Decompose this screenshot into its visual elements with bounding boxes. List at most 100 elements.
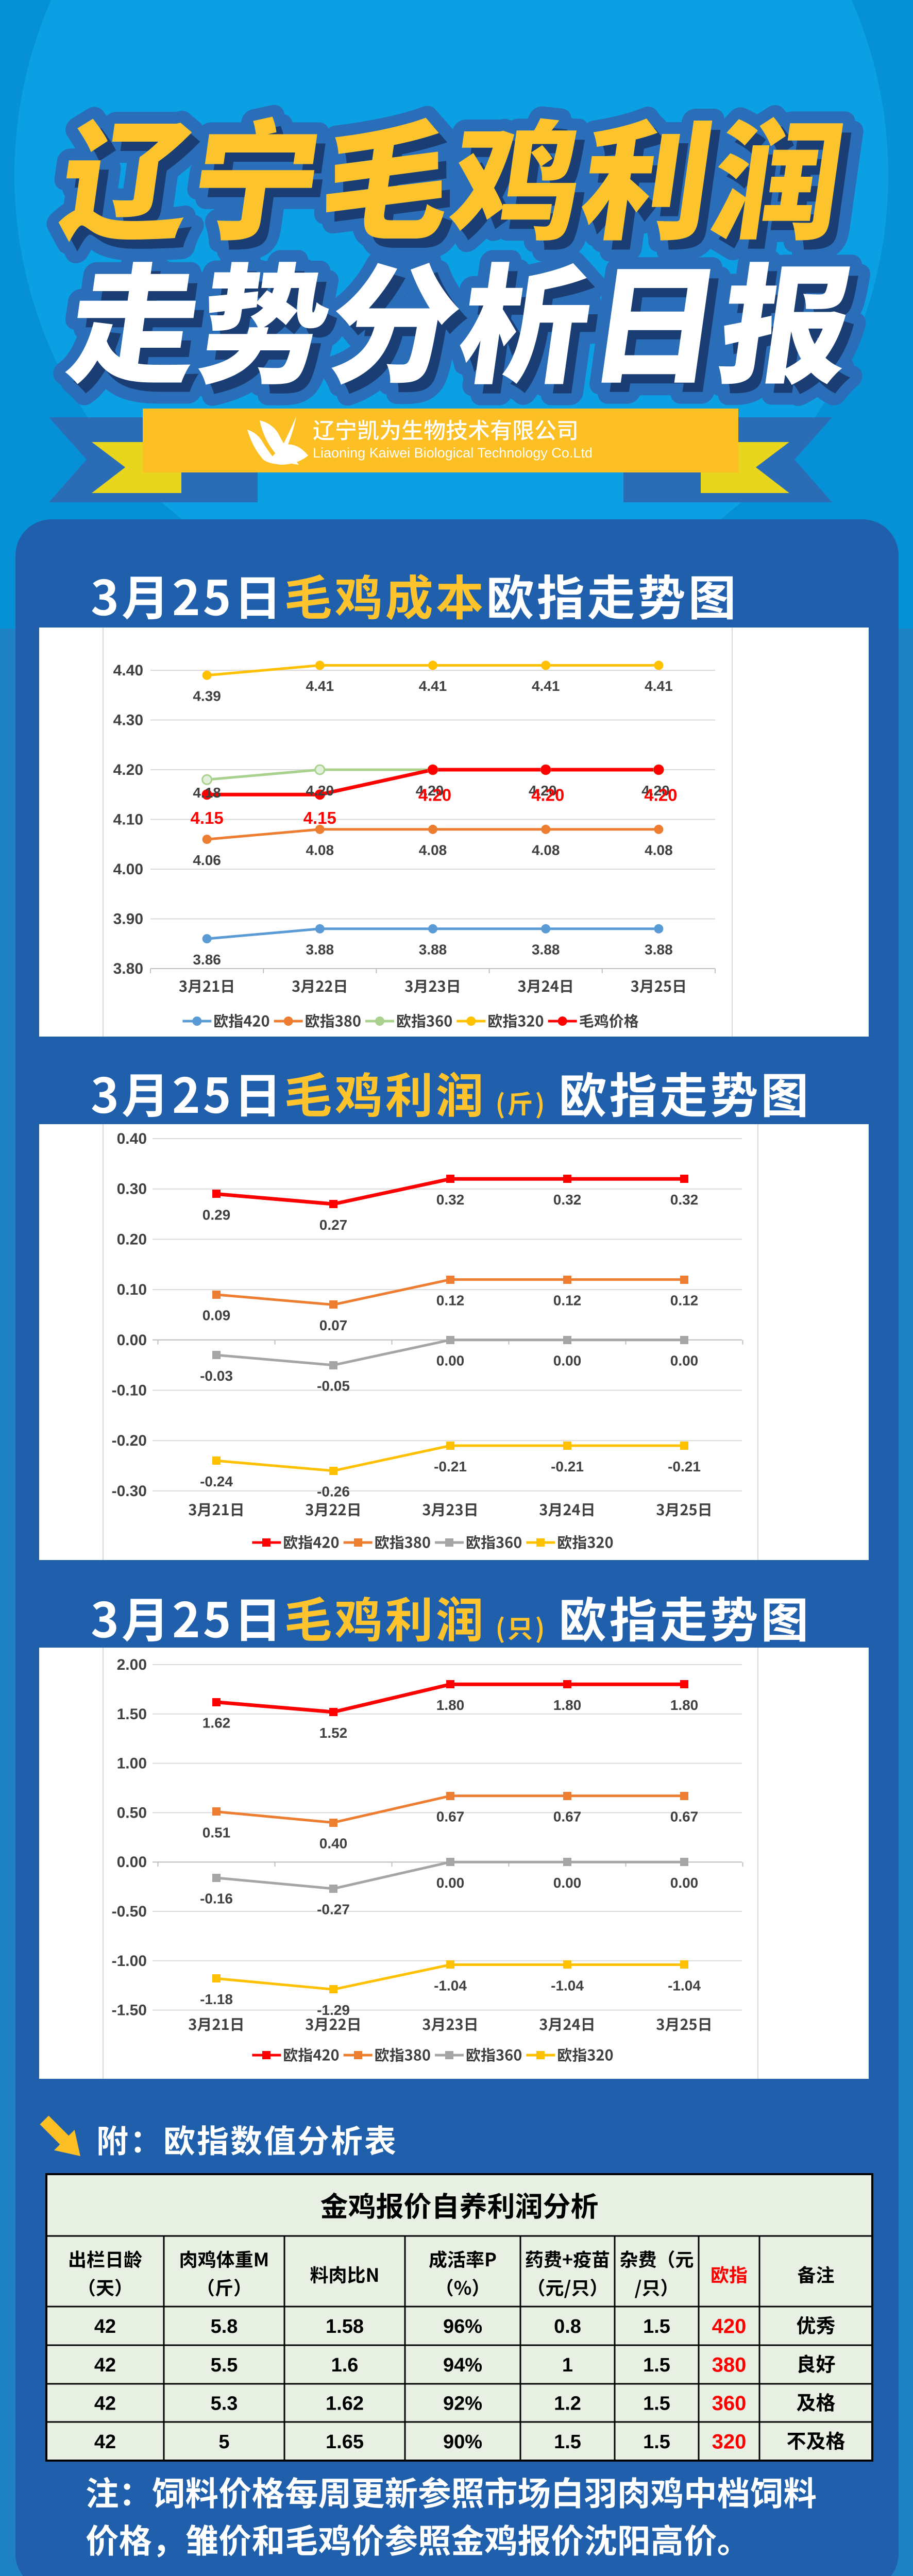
svg-text:-0.27: -0.27 [317,1902,350,1918]
svg-text:0.00: 0.00 [670,1875,699,1891]
svg-text:5.3: 5.3 [211,2393,238,2414]
svg-text:4.20: 4.20 [531,786,564,805]
svg-text:0.00: 0.00 [117,1332,147,1349]
svg-text:4.41: 4.41 [419,678,447,694]
svg-text:3.88: 3.88 [419,942,447,958]
svg-text:0.00: 0.00 [117,1854,147,1871]
svg-text:-0.24: -0.24 [200,1473,233,1489]
svg-text:96%: 96% [443,2316,482,2337]
svg-text:0.32: 0.32 [670,1192,699,1208]
svg-text:3.88: 3.88 [306,942,334,958]
svg-text:-1.00: -1.00 [112,1953,147,1970]
svg-text:4.20: 4.20 [416,783,444,799]
svg-text:-1.18: -1.18 [200,1991,233,2007]
svg-text:4.20: 4.20 [113,761,143,778]
svg-text:1.58: 1.58 [326,2316,364,2337]
svg-text:0.27: 0.27 [319,1217,348,1233]
svg-text:4.08: 4.08 [306,842,334,858]
svg-text:4.41: 4.41 [532,678,560,694]
svg-text:92%: 92% [443,2393,482,2414]
svg-text:0.67: 0.67 [553,1809,582,1825]
svg-text:4.20: 4.20 [306,783,334,799]
svg-text:1.50: 1.50 [117,1706,147,1723]
svg-text:0.50: 0.50 [117,1804,147,1821]
svg-text:4.30: 4.30 [113,712,143,729]
svg-text:0.40: 0.40 [319,1835,348,1851]
svg-text:1.52: 1.52 [319,1725,348,1741]
svg-text:420: 420 [712,2315,747,2338]
svg-text:-0.21: -0.21 [434,1459,467,1475]
svg-text:-0.05: -0.05 [317,1378,350,1394]
svg-text:90%: 90% [443,2431,482,2453]
svg-text:1.5: 1.5 [554,2431,581,2453]
svg-text:1.5: 1.5 [643,2316,670,2337]
svg-text:Liaoning Kaiwei Biological Tec: Liaoning Kaiwei Biological Technology Co… [313,445,593,461]
svg-text:4.20: 4.20 [641,783,670,799]
svg-text:0.29: 0.29 [202,1207,231,1223]
svg-text:-0.21: -0.21 [551,1459,584,1475]
svg-text:4.08: 4.08 [419,842,447,858]
svg-text:1.62: 1.62 [326,2393,364,2414]
svg-text:0.00: 0.00 [553,1353,582,1369]
svg-text:4.20: 4.20 [418,786,451,805]
svg-text:5: 5 [218,2431,229,2453]
svg-text:4.20: 4.20 [529,783,557,799]
svg-text:4.15: 4.15 [190,808,223,827]
svg-text:3.88: 3.88 [645,942,673,958]
svg-text:1.80: 1.80 [670,1697,699,1713]
svg-text:4.08: 4.08 [532,842,560,858]
svg-text:1.80: 1.80 [553,1697,582,1713]
svg-text:-0.03: -0.03 [200,1368,233,1384]
svg-text:0.12: 0.12 [553,1292,582,1308]
svg-text:0.67: 0.67 [670,1809,699,1825]
svg-text:1.2: 1.2 [554,2393,581,2414]
svg-text:2.00: 2.00 [117,1656,147,1673]
svg-text:-1.04: -1.04 [551,1977,584,1993]
svg-text:1.5: 1.5 [643,2393,670,2414]
svg-text:0.8: 0.8 [554,2316,581,2337]
svg-text:0.20: 0.20 [117,1231,147,1248]
svg-text:1.5: 1.5 [643,2354,670,2376]
svg-text:4.06: 4.06 [193,852,221,868]
svg-text:-0.50: -0.50 [112,1903,147,1920]
svg-text:94%: 94% [443,2354,482,2376]
svg-text:0.00: 0.00 [436,1875,465,1891]
svg-text:4.41: 4.41 [645,678,673,694]
svg-text:4.40: 4.40 [113,662,143,679]
svg-text:5.8: 5.8 [211,2316,238,2337]
svg-text:0.32: 0.32 [553,1192,582,1208]
svg-text:4.39: 4.39 [193,688,221,704]
svg-text:-1.04: -1.04 [434,1977,467,1993]
svg-text:-0.10: -0.10 [112,1382,147,1399]
svg-text:0.40: 0.40 [117,1130,147,1147]
svg-text:0.00: 0.00 [553,1875,582,1891]
svg-text:4.18: 4.18 [193,785,221,801]
svg-text:4.00: 4.00 [113,861,143,878]
svg-text:3.86: 3.86 [193,952,221,968]
svg-text:4.20: 4.20 [644,786,677,805]
svg-text:-1.50: -1.50 [112,2002,147,2019]
svg-text:5.5: 5.5 [211,2354,238,2376]
svg-text:3.80: 3.80 [113,960,143,977]
svg-text:42: 42 [94,2431,116,2453]
svg-text:42: 42 [94,2316,116,2337]
svg-text:1.6: 1.6 [331,2354,359,2376]
svg-text:3.90: 3.90 [113,911,143,928]
svg-text:-1.29: -1.29 [317,2002,350,2018]
svg-text:-1.04: -1.04 [668,1977,701,1993]
svg-text:1.62: 1.62 [202,1715,231,1731]
svg-text:380: 380 [712,2354,747,2377]
svg-text:3.88: 3.88 [532,942,560,958]
svg-text:-0.26: -0.26 [317,1484,350,1500]
svg-text:-0.30: -0.30 [112,1483,147,1500]
svg-text:0.00: 0.00 [670,1353,699,1369]
svg-text:1.00: 1.00 [117,1755,147,1772]
svg-text:360: 360 [712,2392,747,2415]
svg-text:-0.21: -0.21 [668,1459,701,1475]
svg-text:0.07: 0.07 [319,1317,348,1333]
svg-text:4.41: 4.41 [306,678,334,694]
svg-text:0.00: 0.00 [436,1353,465,1369]
svg-text:42: 42 [94,2393,116,2414]
svg-text:0.51: 0.51 [202,1824,231,1840]
svg-text:320: 320 [712,2431,747,2453]
